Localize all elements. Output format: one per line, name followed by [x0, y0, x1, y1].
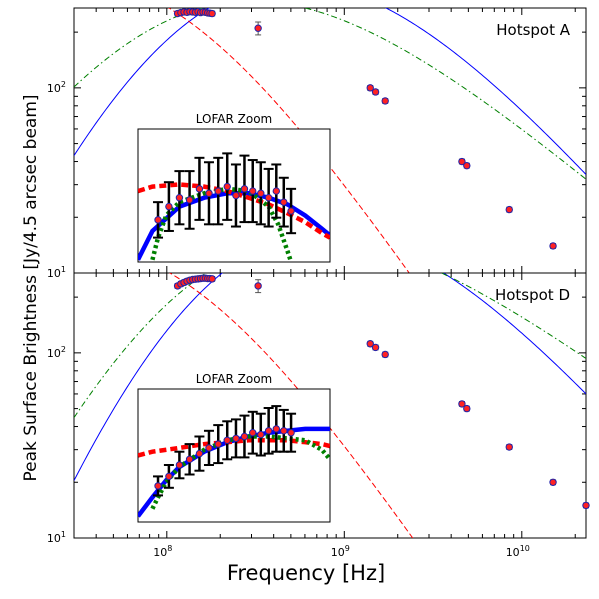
- inset-data-point: [264, 427, 273, 435]
- inset-model-line-solid: [138, 191, 330, 261]
- data-point: [549, 478, 557, 486]
- inset-data-point: [223, 182, 231, 191]
- inset-data-point: [205, 189, 213, 197]
- inset-data-point: [165, 472, 173, 481]
- inset-data-point: [249, 187, 257, 195]
- x-tick-label: 109: [331, 544, 350, 559]
- data-point: [549, 242, 557, 250]
- data-point: [254, 24, 262, 32]
- data-point: [208, 275, 216, 283]
- model-line-dashdot: [74, 273, 586, 418]
- inset-data-point: [272, 425, 281, 433]
- y-tick-label: 102: [47, 345, 66, 360]
- inset-lofar-zoom: LOFAR Zoom: [137, 112, 331, 263]
- inset-data-point: [257, 189, 265, 197]
- data-point: [458, 157, 466, 166]
- inset-title: LOFAR Zoom: [196, 372, 272, 386]
- panel-hotspot-a: 101 102 Hotspot A LOFAR Zoom: [47, 7, 587, 280]
- inset-data-point: [205, 444, 213, 452]
- inset-data-point: [165, 202, 173, 211]
- data-points: [173, 274, 590, 510]
- inset-data-point: [154, 216, 162, 224]
- data-point: [208, 9, 216, 18]
- y-axis-label: Peak Surface Brightness [Jy/4.5 arcsec b…: [21, 94, 41, 481]
- model-curves: [74, 8, 586, 273]
- inset-data-point: [185, 196, 194, 204]
- data-point: [463, 161, 471, 170]
- inset-data-point: [232, 434, 240, 443]
- data-point: [582, 501, 590, 510]
- inset-data-point: [195, 185, 204, 193]
- inset-data-point: [240, 185, 249, 193]
- x-tick-label: 108: [153, 544, 172, 559]
- y-tick-label: 101: [47, 265, 66, 280]
- x-tick-label: 1010: [506, 544, 530, 559]
- inset-data-point: [249, 429, 257, 437]
- data-point: [458, 400, 466, 408]
- inset-data-point: [240, 432, 249, 441]
- inset-data-point: [287, 207, 295, 215]
- inset-data-point: [287, 429, 295, 437]
- data-point: [505, 205, 513, 214]
- inset-model-line-dashed: [138, 182, 330, 240]
- inset-data-point: [280, 198, 288, 206]
- inset-data-point: [214, 187, 222, 195]
- inset-data-point: [195, 449, 204, 458]
- inset-data-point: [257, 430, 265, 439]
- inset-plot-area: [138, 405, 330, 518]
- panel-label: Hotspot A: [496, 21, 571, 39]
- x-axis-label: Frequency [Hz]: [227, 561, 385, 585]
- inset-data-point: [175, 194, 184, 202]
- inset-plot-area: [138, 152, 330, 262]
- data-point: [463, 404, 471, 413]
- data-point: [381, 350, 389, 359]
- data-point: [371, 88, 380, 96]
- panel-hotspot-d: 101 102 108 109 1010 Hotspot D LOFAR Zoom: [47, 272, 590, 559]
- inset-model-line-dashed: [138, 438, 330, 458]
- y-tick-label: 102: [47, 80, 66, 95]
- inset-title: LOFAR Zoom: [196, 112, 272, 126]
- data-point: [371, 343, 380, 352]
- inset-frame: [137, 388, 331, 523]
- model-line-solid: [74, 273, 586, 481]
- data-point: [366, 340, 374, 348]
- ticks: [73, 273, 586, 539]
- data-point: [366, 84, 374, 92]
- model-line-solid: [74, 8, 586, 175]
- inset-data-point: [280, 427, 288, 435]
- data-point: [505, 443, 513, 451]
- inset-data-point: [223, 436, 231, 444]
- inset-lofar-zoom: LOFAR Zoom: [137, 372, 331, 523]
- data-points: [173, 7, 557, 250]
- inset-data-point: [214, 440, 222, 448]
- inset-data-point: [264, 194, 273, 202]
- y-tick-label: 101: [47, 530, 66, 545]
- inset-data-point: [175, 461, 184, 469]
- inset-data-point: [185, 455, 194, 463]
- data-point: [254, 282, 262, 290]
- inset-data-point: [232, 191, 240, 200]
- data-point: [381, 97, 389, 105]
- inset-data-point: [154, 482, 162, 490]
- panel-label: Hotspot D: [495, 286, 570, 304]
- inset-data-point: [272, 187, 281, 195]
